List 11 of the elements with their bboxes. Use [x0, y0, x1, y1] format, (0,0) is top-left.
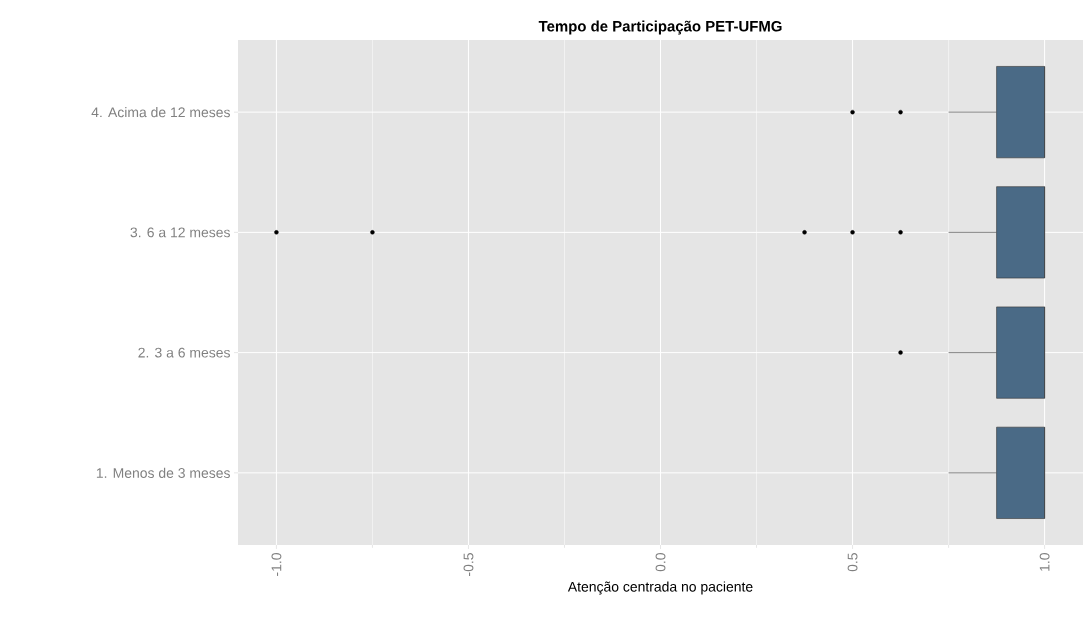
y-tick-label: 4. Acima de 12 meses — [91, 107, 230, 118]
x-axis-title: Atenção centrada no paciente — [567, 581, 753, 595]
x-tick-label: 1.0 — [1039, 553, 1050, 571]
chart-title: Tempo de Participação PET-UFMG — [538, 20, 782, 35]
x-tick-label: -0.5 — [463, 553, 474, 576]
x-tick-label: 0.5 — [847, 553, 858, 572]
y-tick-label: 3. 6 a 12 meses — [130, 227, 230, 238]
y-tick-label: 1. Menos de 3 meses — [96, 467, 230, 478]
x-tick-label: -1.0 — [271, 553, 282, 576]
x-tick-label: 0.0 — [655, 553, 666, 572]
y-tick-label: 2. 3 a 6 meses — [138, 347, 230, 358]
